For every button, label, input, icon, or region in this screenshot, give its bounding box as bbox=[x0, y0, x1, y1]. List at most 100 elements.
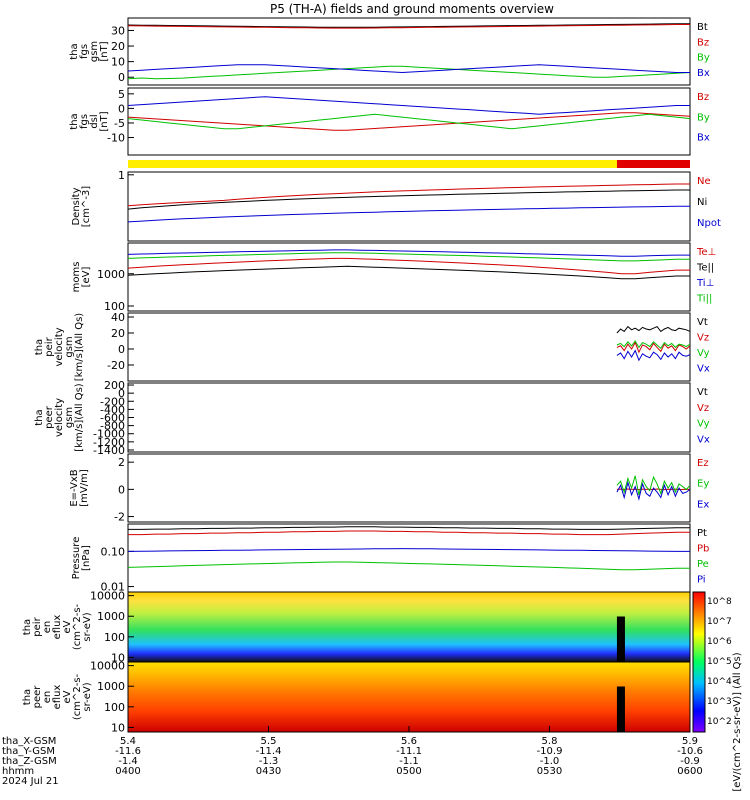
y-tick-label-0-3: 0 bbox=[118, 71, 125, 84]
series-group-1 bbox=[128, 96, 690, 131]
series-line-0-3 bbox=[128, 64, 690, 74]
legend-3-1: Ni bbox=[697, 197, 707, 208]
y-label-3-1: [cm^-3] bbox=[81, 186, 92, 227]
y-label-3-0: Density bbox=[71, 187, 82, 225]
legend-0-1: Bz bbox=[697, 37, 709, 48]
y-tick-label-4-1: 100 bbox=[104, 300, 125, 313]
legend-8-3: Pi bbox=[697, 575, 706, 586]
legend-3-0: Ne bbox=[697, 176, 711, 187]
y-label-10-5: (cm^2-s- bbox=[72, 673, 83, 720]
legend-7-2: Ex bbox=[697, 499, 709, 510]
spectrogram-gap-9 bbox=[616, 616, 625, 662]
series-line-4-1 bbox=[128, 265, 690, 280]
y-label-7-0: E=-VxB bbox=[69, 469, 80, 506]
panel-7: 2 0 -2 E=-VxB [mV/m] Ez Ey Ex bbox=[69, 453, 709, 524]
colorbar-scale bbox=[692, 591, 706, 733]
y-tick-label-10-3: 10 bbox=[111, 721, 125, 734]
y-label-1-2: dsl bbox=[89, 114, 100, 128]
colorbar-tick-6: 10^2 bbox=[707, 717, 732, 727]
series-line-3-0 bbox=[128, 183, 690, 207]
x-tick-label-y_gsm-2: -11.1 bbox=[396, 746, 422, 757]
y-label-9-3: eflux bbox=[52, 615, 63, 640]
series-line-3-2 bbox=[128, 205, 690, 223]
series-line-8-0 bbox=[128, 526, 690, 530]
y-label-7-1: [mV/m] bbox=[79, 469, 90, 507]
panel-0: 30 20 10 0 tha fgs gsm [nT] Bt Bz By Bx bbox=[69, 17, 710, 86]
series-line-0-2 bbox=[128, 65, 690, 80]
series-line-4-2 bbox=[128, 249, 690, 257]
y-tick-label-10-2: 100 bbox=[104, 701, 125, 714]
spectrogram-10 bbox=[128, 662, 690, 732]
panel-frame-1 bbox=[127, 87, 691, 156]
y-label-0-0: tha bbox=[69, 43, 80, 59]
x-tick-label-x_gsm-0: 5.4 bbox=[120, 736, 136, 747]
y-tick-label-6-6: -1000 bbox=[93, 428, 125, 441]
y-tick-label-10-1: 1000 bbox=[97, 680, 125, 693]
panel-frame-3 bbox=[127, 171, 691, 242]
series-group-4 bbox=[128, 249, 690, 280]
y-tick-label-0-1: 20 bbox=[111, 40, 125, 53]
series-group-0 bbox=[128, 23, 690, 80]
y-tick-label-9-1: 1000 bbox=[97, 610, 125, 623]
y-label-6-4: [km/s](All Qs) bbox=[74, 383, 85, 451]
colorbar-tick-4: 10^4 bbox=[707, 677, 732, 687]
y-label-1-1: fgs bbox=[79, 114, 90, 129]
x-tick-label-y_gsm-0: -11.6 bbox=[115, 746, 141, 757]
x-tick-label-y_gsm-4: -10.6 bbox=[677, 746, 703, 757]
y-label-4-1: [eV] bbox=[81, 267, 92, 288]
y-label-0-3: [nT] bbox=[99, 41, 110, 61]
x-tick-label-z_gsm-3: -1.0 bbox=[540, 756, 560, 767]
series-line-0-1 bbox=[128, 24, 690, 29]
colorbar-tick-3: 10^5 bbox=[707, 657, 732, 667]
x-tick-label-x_gsm-1: 5.5 bbox=[261, 736, 277, 747]
legend-6-2: Vy bbox=[697, 419, 710, 430]
y-tick-label-9-0: 10000 bbox=[90, 590, 125, 603]
y-tick-label-1-3: -10 bbox=[107, 132, 125, 145]
legend-8-0: Pt bbox=[697, 528, 707, 539]
y-label-6-2: velocity bbox=[54, 398, 65, 437]
y-label-5-3: gsm bbox=[64, 336, 75, 357]
legend-0-0: Bt bbox=[697, 22, 708, 33]
panel-frame-5 bbox=[127, 312, 691, 382]
panel-frame-6 bbox=[127, 382, 691, 453]
y-label-9-4: eV bbox=[62, 620, 73, 633]
series-line-5-3 bbox=[616, 349, 690, 362]
series-line-1-1 bbox=[128, 113, 690, 130]
y-label-0-2: gsm bbox=[89, 41, 100, 62]
panel-5: 40 20 0 -20 tha peir velocity gsm [km/s](All Qs)… bbox=[34, 311, 710, 382]
y-tick-label-6-5: -800 bbox=[100, 420, 125, 433]
series-group-7 bbox=[616, 475, 690, 501]
y-label-5-2: velocity bbox=[54, 327, 65, 366]
y-tick-label-0-2: 10 bbox=[111, 56, 125, 69]
spectrogram-9 bbox=[128, 592, 690, 662]
legend-0-3: Bx bbox=[697, 68, 710, 79]
y-tick-label-7-0: 2 bbox=[118, 456, 125, 469]
y-tick-label-8-0: 0.10 bbox=[101, 545, 126, 558]
panel-1: 50 -5 -10 tha fgs dsl [nT] Bz By Bx bbox=[69, 87, 710, 156]
y-label-4-0: moms bbox=[71, 262, 82, 293]
y-tick-label-5-3: -20 bbox=[107, 359, 125, 372]
y-label-8-0: Pressure bbox=[71, 537, 82, 580]
y-tick-label-6-4: -600 bbox=[100, 412, 125, 425]
series-group-5 bbox=[616, 325, 690, 362]
x-tick-label-hhmm-4: 0600 bbox=[677, 766, 702, 777]
y-label-10-1: peer bbox=[32, 685, 43, 709]
y-tick-label-6-0: 200 bbox=[104, 379, 125, 392]
y-tick-label-6-8: -1400 bbox=[93, 444, 125, 457]
y-label-9-6: sr-eV) bbox=[82, 612, 93, 641]
y-tick-label-7-2: -2 bbox=[114, 511, 125, 524]
y-label-1-3: [nT] bbox=[99, 111, 110, 131]
y-tick-label-5-0: 40 bbox=[111, 311, 125, 324]
series-line-5-1 bbox=[616, 341, 690, 354]
legend-3-2: Npot bbox=[697, 218, 721, 229]
y-label-9-1: peir bbox=[32, 616, 43, 636]
y-tick-label-8-1: 0.01 bbox=[101, 581, 126, 594]
y-tick-label-0-0: 30 bbox=[111, 24, 125, 37]
legend-4-0: Te⊥ bbox=[696, 247, 716, 258]
series-line-3-1 bbox=[128, 189, 690, 210]
panel-9: 10000 1000 100 10 tha peir en eflux eV (cm^2-s-sr… bbox=[22, 590, 691, 664]
series-line-7-2 bbox=[616, 480, 690, 501]
